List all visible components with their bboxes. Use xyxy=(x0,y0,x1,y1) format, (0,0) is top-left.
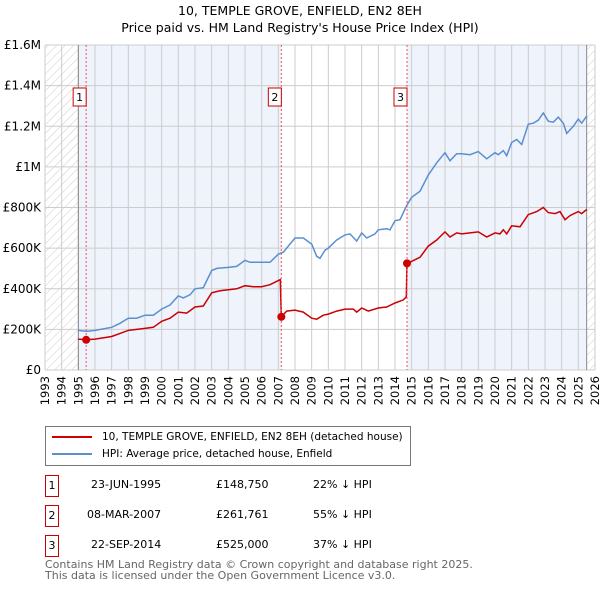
x-tick-label: 2022 xyxy=(521,376,535,405)
x-tick-label: 2011 xyxy=(338,376,352,405)
sale-point xyxy=(82,335,91,344)
sale-label: 1 xyxy=(76,91,83,104)
footer-line-1: Contains HM Land Registry data © Crown c… xyxy=(45,558,473,571)
chart-title: 10, TEMPLE GROVE, ENFIELD, EN2 8EH xyxy=(178,3,422,18)
legend-label-property: 10, TEMPLE GROVE, ENFIELD, EN2 8EH (deta… xyxy=(102,431,403,443)
x-tick-label: 2003 xyxy=(205,376,219,405)
transaction-number: 1 xyxy=(45,475,59,497)
x-tick-label: 1998 xyxy=(121,376,135,405)
x-tick-label: 2012 xyxy=(355,376,369,405)
transaction-number: 3 xyxy=(45,535,59,557)
transaction-price: £525,000 xyxy=(216,538,269,551)
x-tick-label: 1996 xyxy=(88,376,102,405)
legend-swatch-property xyxy=(52,436,92,438)
x-tick-label: 2020 xyxy=(488,376,502,405)
transaction-price: £148,750 xyxy=(216,478,269,491)
x-tick-label: 2005 xyxy=(238,376,252,405)
x-tick-label: 1999 xyxy=(138,376,152,405)
x-tick-label: 1994 xyxy=(55,376,69,405)
sale-point xyxy=(403,259,411,268)
x-tick-label: 2013 xyxy=(371,376,385,405)
series-line-property xyxy=(78,206,588,341)
transaction-number: 2 xyxy=(45,505,59,527)
x-tick-label: 2025 xyxy=(571,376,585,405)
x-tick-label: 2017 xyxy=(438,376,452,405)
x-tick-label: 2024 xyxy=(555,376,569,405)
transaction-date: 23-JUN-1995 xyxy=(91,478,162,491)
transaction-hpi-diff: 37% ↓ HPI xyxy=(313,538,372,551)
transaction-hpi-diff: 55% ↓ HPI xyxy=(313,508,372,521)
x-tick-label: 2015 xyxy=(405,376,419,405)
legend-swatch-hpi xyxy=(52,453,92,455)
y-tick-label: £800K xyxy=(3,201,43,215)
x-tick-label: 2004 xyxy=(221,376,235,405)
transaction-price: £261,761 xyxy=(216,508,269,521)
x-tick-label: 2010 xyxy=(321,376,335,405)
y-tick-label: £1.4M xyxy=(4,79,41,93)
x-tick-label: 2016 xyxy=(421,376,435,405)
x-tick-label: 2009 xyxy=(305,376,319,405)
legend-item-hpi: HPI: Average price, detached house, Enfi… xyxy=(52,446,332,462)
sale-label-box xyxy=(267,87,282,107)
chart-subtitle: Price paid vs. HM Land Registry's House … xyxy=(121,20,479,35)
transaction-date: 08-MAR-2007 xyxy=(87,508,162,521)
x-tick-label: 2018 xyxy=(455,376,469,405)
legend: 10, TEMPLE GROVE, ENFIELD, EN2 8EH (deta… xyxy=(45,426,411,466)
x-tick-label: 1995 xyxy=(71,376,85,405)
legend-label-hpi: HPI: Average price, detached house, Enfi… xyxy=(102,448,333,460)
x-tick-label: 2007 xyxy=(271,376,285,405)
transaction-date: 22-SEP-2014 xyxy=(91,538,162,551)
x-tick-label: 2019 xyxy=(471,376,485,405)
x-tick-label: 1997 xyxy=(105,376,119,405)
x-tick-label: 2023 xyxy=(538,376,552,405)
x-tick-label: 2026 xyxy=(588,376,600,405)
sale-label: 2 xyxy=(271,91,278,104)
transaction-hpi-diff: 22% ↓ HPI xyxy=(313,478,372,491)
y-tick-label: £200K xyxy=(3,322,43,336)
x-tick-label: 2006 xyxy=(255,376,269,405)
sale-label: 3 xyxy=(397,91,404,104)
legend-item-property: 10, TEMPLE GROVE, ENFIELD, EN2 8EH (deta… xyxy=(52,429,403,445)
series-line-hpi xyxy=(78,111,588,333)
y-tick-label: £0 xyxy=(26,363,41,377)
y-tick-label: £1M xyxy=(15,160,41,174)
footer: Contains HM Land Registry data © Crown c… xyxy=(45,559,473,581)
sale-label-box xyxy=(72,87,87,107)
y-tick-label: £600K xyxy=(3,241,43,255)
y-tick-label: £1.6M xyxy=(4,38,41,52)
footer-line-2: This data is licensed under the Open Gov… xyxy=(45,569,396,582)
x-tick-label: 2021 xyxy=(505,376,519,405)
x-tick-label: 2000 xyxy=(155,376,169,405)
sale-point xyxy=(277,312,286,321)
y-tick-label: £1.2M xyxy=(4,119,41,133)
y-tick-label: £400K xyxy=(3,282,43,296)
x-tick-label: 1993 xyxy=(38,376,52,405)
x-tick-label: 2008 xyxy=(288,376,302,405)
x-tick-label: 2014 xyxy=(388,376,402,405)
x-tick-label: 2001 xyxy=(171,376,185,405)
sale-label-box xyxy=(393,87,408,107)
x-tick-label: 2002 xyxy=(188,376,202,405)
